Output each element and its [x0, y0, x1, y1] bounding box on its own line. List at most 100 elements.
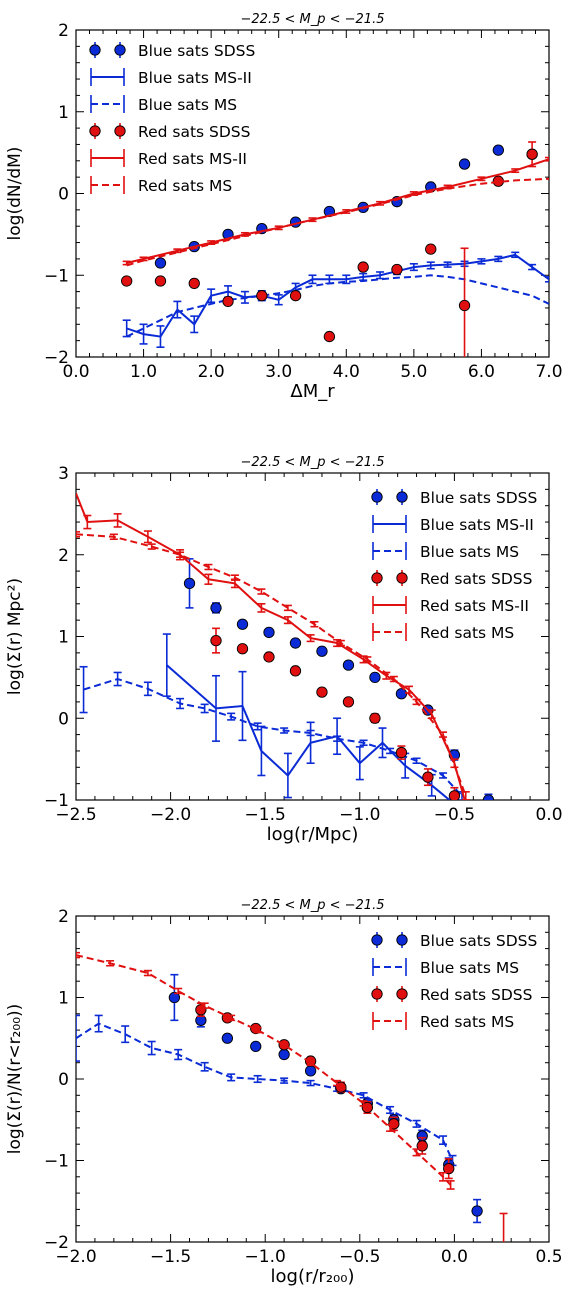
- data-point: [168, 991, 181, 1004]
- data-point: [263, 626, 275, 639]
- y-tick-label: −1: [44, 266, 69, 286]
- x-tick-label: 2.0: [198, 362, 225, 382]
- legend-marker: [371, 491, 383, 503]
- legend-marker: [371, 934, 383, 946]
- x-tick-label: −2.0: [150, 805, 191, 825]
- data-point: [342, 696, 355, 708]
- legend-label: Red sats MS: [420, 624, 514, 642]
- legend-entry: Blue sats MS: [372, 542, 519, 561]
- series-line: [76, 533, 467, 797]
- series-red-sats-ms-ii: [122, 156, 549, 266]
- legend-entry: Red sats SDSS: [371, 570, 532, 588]
- data-point: [388, 1118, 400, 1130]
- legend-entry: Red sats MS-II: [372, 596, 529, 615]
- legend-label: Blue sats SDSS: [420, 489, 537, 507]
- y-tick-label: 1: [58, 103, 69, 123]
- data-point: [236, 618, 249, 630]
- data-point: [250, 1040, 262, 1053]
- y-tick-label: 2: [58, 546, 69, 566]
- series-line: [126, 177, 549, 267]
- data-point: [256, 290, 268, 302]
- x-tick-label: 4.0: [333, 362, 360, 382]
- legend-entry: Blue sats SDSS: [89, 42, 255, 60]
- x-tick-label: 7.0: [535, 362, 562, 382]
- data-point: [492, 175, 504, 187]
- y-tick-label: 2: [58, 907, 69, 927]
- data-point: [323, 330, 336, 343]
- data-point: [391, 263, 403, 276]
- legend-label: Red sats SDSS: [420, 986, 532, 1004]
- series-line: [126, 253, 549, 338]
- x-tick-label: −1.0: [339, 805, 380, 825]
- data-point: [263, 651, 275, 663]
- data-point: [304, 1065, 317, 1077]
- y-tick-label: 0: [58, 185, 69, 205]
- data-point: [458, 299, 471, 312]
- legend-label: Blue sats SDSS: [420, 932, 537, 950]
- chart-title: −22.5 < M_p < −21.5: [241, 455, 385, 470]
- series-red-sats-ms: [126, 177, 549, 267]
- y-tick-label: −1: [44, 1152, 69, 1172]
- y-axis-label: log(dN/dM): [5, 147, 25, 241]
- data-point: [236, 643, 249, 655]
- legend-label: Red sats MS-II: [420, 597, 529, 615]
- series-blue-sats-ms: [76, 1014, 457, 1167]
- chart-title: −22.5 < M_p < −21.5: [241, 898, 385, 913]
- legend-label: Red sats SDSS: [138, 123, 250, 141]
- data-point: [188, 277, 200, 290]
- x-axis-label: log(r/Mpc): [267, 824, 359, 845]
- series-line: [76, 954, 452, 1186]
- x-tick-label: −1.5: [150, 1247, 191, 1267]
- data-point: [210, 634, 222, 647]
- x-tick-label: −1.0: [245, 1247, 286, 1267]
- legend: Blue sats SDSS Blue sats MS Red sats SDSS R…: [371, 932, 537, 1031]
- plot-area: [76, 951, 508, 1288]
- legend: Blue sats SDSS Blue sats MS-II Blue sats M…: [89, 42, 255, 195]
- data-point: [448, 790, 461, 800]
- series-blue-sats-ms-ii: [122, 251, 549, 348]
- data-point: [357, 261, 369, 273]
- x-axis-label: log(r/r₂₀₀): [271, 1266, 355, 1287]
- legend-marker: [89, 125, 101, 137]
- y-tick-label: 1: [58, 628, 69, 648]
- panel-radial-density-mpc: −22.5 < M_p < −21.5 −2.5 −2.0 −1.5 −1.0 −0.5 0…: [5, 455, 563, 845]
- x-tick-label: 1.0: [130, 362, 157, 382]
- data-point: [121, 275, 133, 287]
- legend-label: Blue sats MS-II: [420, 516, 534, 534]
- legend-marker: [371, 572, 383, 584]
- legend-marker: [114, 125, 126, 137]
- data-point: [221, 1032, 234, 1044]
- legend-label: Red sats MS-II: [138, 150, 247, 168]
- x-tick-label: −0.5: [434, 805, 475, 825]
- legend: Blue sats SDSS Blue sats MS-II Blue sats M…: [371, 489, 537, 642]
- data-point: [498, 1278, 508, 1288]
- data-point: [443, 1163, 455, 1175]
- x-tick-label: 5.0: [400, 362, 427, 382]
- x-tick-label: −0.5: [339, 1247, 380, 1267]
- series-red-sats-sdss: [195, 1002, 508, 1288]
- legend-marker: [396, 491, 408, 503]
- y-tick-label: 0: [58, 1070, 69, 1090]
- x-tick-label: 6.0: [468, 362, 495, 382]
- legend-marker: [371, 988, 383, 1000]
- x-tick-label: −2.5: [55, 805, 96, 825]
- data-point: [289, 290, 302, 302]
- data-point: [289, 637, 302, 649]
- legend-marker: [396, 934, 408, 946]
- data-point: [154, 257, 167, 269]
- data-point: [222, 295, 234, 308]
- chart-title: −22.5 < M_p < −21.5: [241, 12, 385, 27]
- series-red-sats-sdss: [121, 141, 538, 357]
- series-blue-sats-sdss: [183, 558, 495, 800]
- x-tick-label: 0.0: [62, 362, 89, 382]
- legend-marker: [396, 988, 408, 1000]
- x-axis-label: ΔM_r: [290, 381, 335, 402]
- series-line: [76, 493, 466, 800]
- series-red-sats-ms: [76, 951, 455, 1190]
- legend-label: Red sats MS: [138, 177, 232, 195]
- panel-luminosity-function: −22.5 < M_p < −21.5 0.0 1.0 2.0 3.0 4.0 5.0 6.0…: [5, 12, 563, 402]
- data-point: [369, 671, 381, 684]
- data-point: [289, 665, 302, 677]
- legend-label: Blue sats MS: [138, 96, 237, 114]
